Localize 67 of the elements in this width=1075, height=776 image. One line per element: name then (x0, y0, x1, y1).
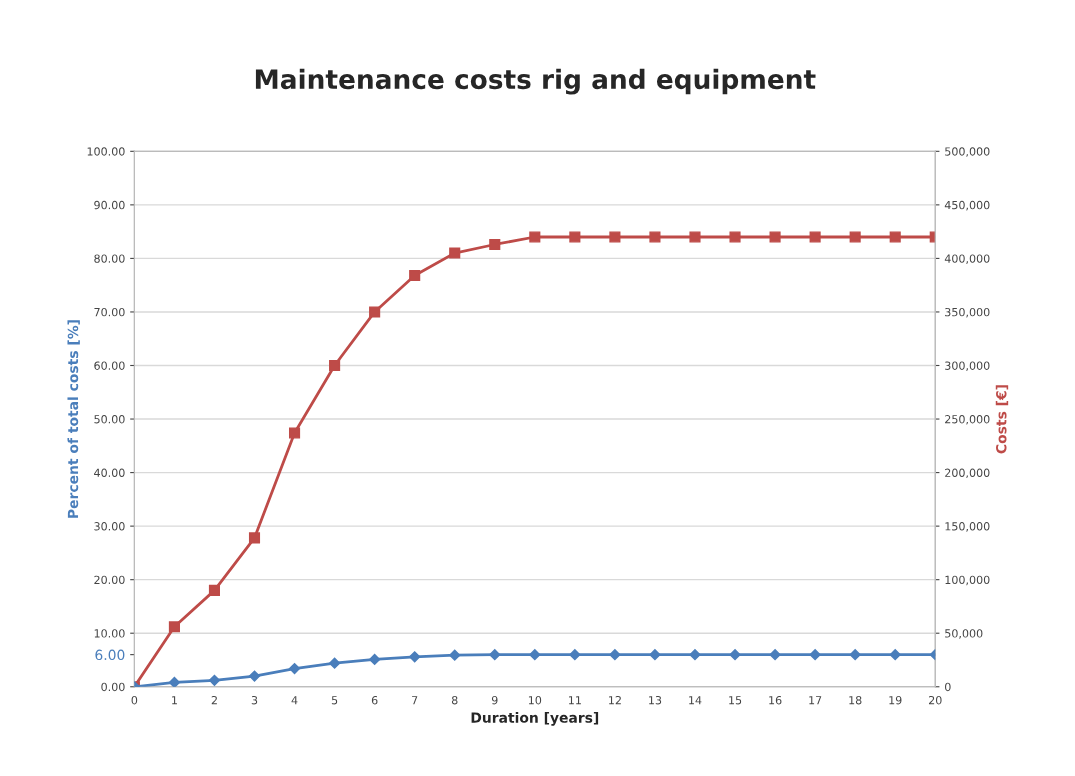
y-axis-title: Percent of total costs [%] (67, 320, 80, 518)
y2-tick-label: 350,000 (945, 307, 990, 318)
x-tick-label: 8 (451, 695, 458, 705)
point (288, 427, 301, 439)
y-tick-label: 80.00 (94, 254, 125, 263)
y2-tick-label: 50,000 (945, 629, 983, 639)
x-tick-label: 1 (172, 696, 177, 705)
y2-axis-title: Costs [€] (995, 385, 1009, 454)
y2-tick-label: 200,000 (945, 468, 990, 479)
y-tick-label: 30.00 (94, 522, 125, 531)
x-tick-label: 17 (809, 696, 822, 705)
x-tick-label: 3 (251, 695, 258, 705)
x-tick-label: 7 (412, 696, 418, 705)
point (168, 621, 180, 633)
x-tick-label: 9 (491, 695, 498, 705)
point (529, 231, 541, 243)
y-tick-label: 90.00 (94, 200, 125, 210)
point (329, 359, 341, 372)
y-tick-label: 40.00 (94, 468, 125, 477)
y2-tick-label: 300,000 (945, 361, 990, 372)
point (409, 269, 421, 282)
y-tick-label: 20.00 (94, 575, 125, 585)
point (208, 584, 221, 596)
point (248, 532, 261, 544)
y2-tick-label: 0 (945, 682, 951, 692)
x-tick-label: 4 (291, 696, 298, 705)
x-tick-label: 12 (609, 695, 621, 705)
x-tick-label: 20 (928, 695, 942, 705)
point (369, 306, 381, 318)
point (769, 231, 781, 243)
y2-tick-label: 400,000 (944, 254, 990, 264)
y-tick-label: 70.00 (94, 307, 125, 317)
x-tick-label: 6 (371, 695, 378, 705)
x-tick-label: 10 (528, 695, 542, 705)
y-tick-label: 10.00 (94, 629, 125, 638)
point (689, 231, 701, 243)
x-tick-label: 11 (569, 696, 581, 705)
point (849, 231, 861, 243)
x-tick-label: 19 (889, 695, 902, 705)
x-tick-label: 2 (211, 695, 217, 705)
y2-tick-label: 450,000 (944, 200, 990, 211)
x-tick-label: 0 (131, 695, 138, 705)
x-tick-label: 15 (729, 696, 742, 705)
x-axis-title: Duration [years] (471, 712, 599, 726)
point (489, 238, 501, 251)
y-tick-label: 50.00 (94, 415, 125, 424)
point (649, 231, 661, 243)
y-tick-label: 60.00 (94, 361, 125, 370)
x-tick-label: 18 (849, 695, 862, 705)
y-tick-label: 6.00 (95, 649, 125, 661)
point (809, 231, 821, 243)
x-tick-label: 16 (769, 695, 782, 705)
y-tick-label: 100.00 (87, 147, 125, 156)
x-tick-label: 13 (649, 695, 662, 705)
x-tick-label: 14 (689, 696, 702, 705)
chart-title: Maintenance costs rig and equipment (255, 68, 816, 95)
y2-tick-label: 100,000 (945, 575, 990, 586)
point (569, 231, 581, 243)
y-tick-label: 0.00 (101, 682, 125, 692)
y2-tick-label: 250,000 (945, 415, 990, 425)
y2-tick-label: 150,000 (945, 522, 990, 532)
x-tick-label: 5 (331, 696, 338, 705)
y2-tick-label: 500,000 (945, 147, 990, 157)
point (609, 231, 621, 243)
point (729, 231, 741, 243)
point (889, 231, 901, 243)
point (449, 247, 461, 259)
